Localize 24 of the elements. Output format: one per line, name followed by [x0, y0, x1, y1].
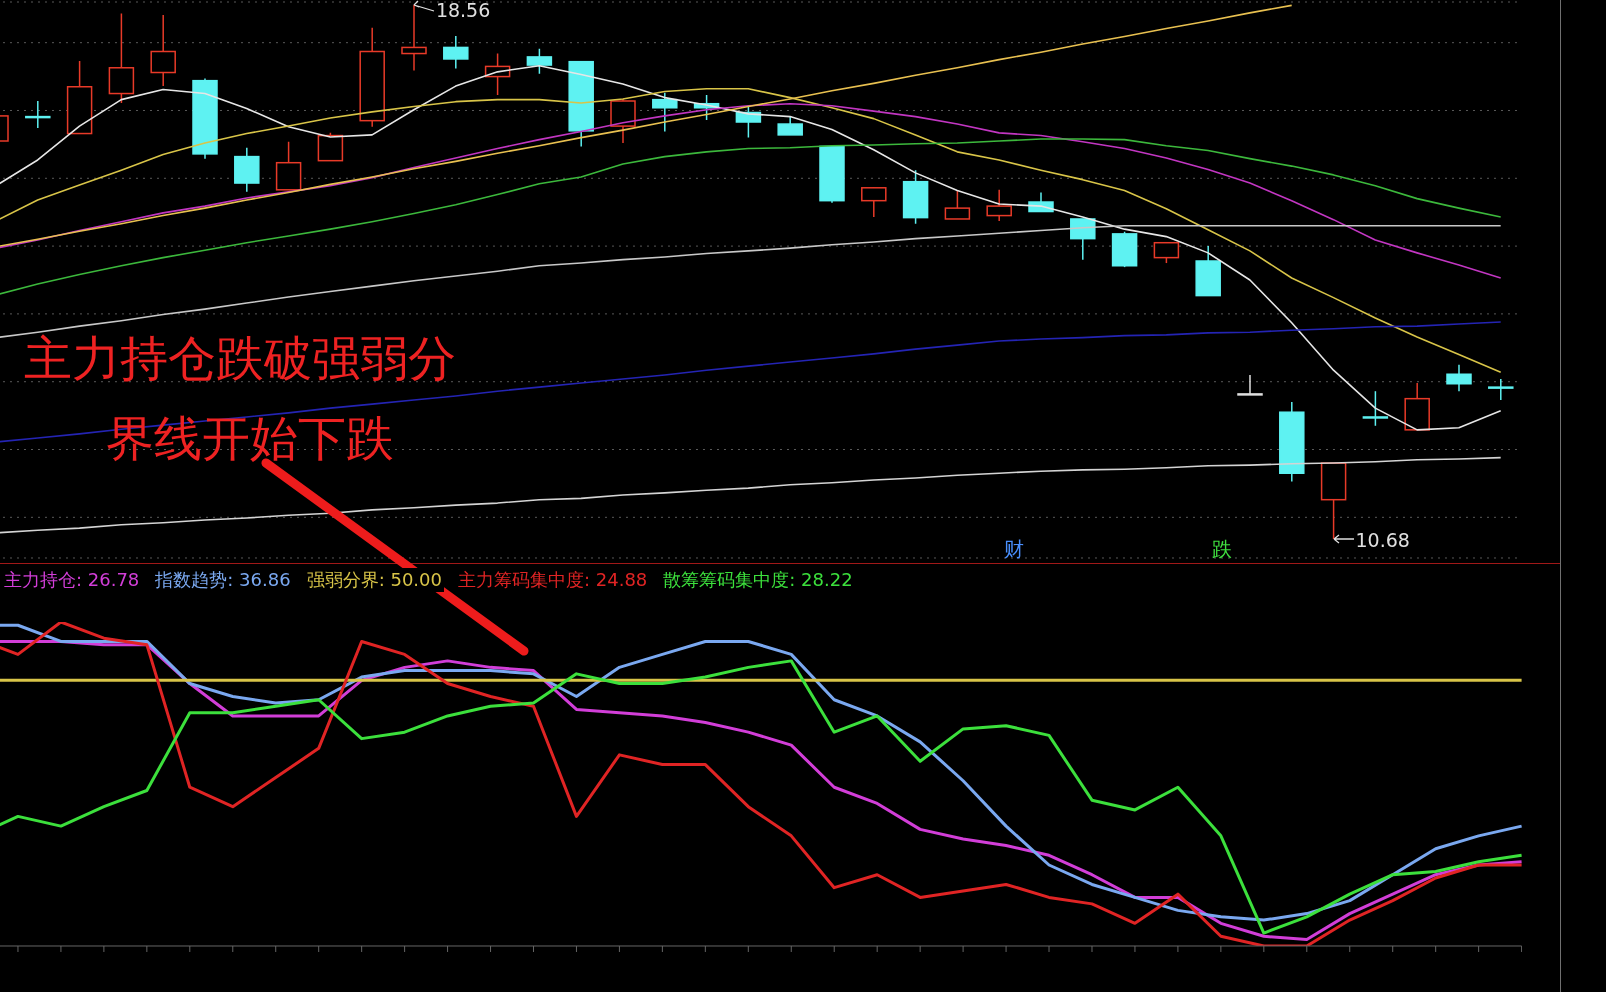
- candlestick: [861, 186, 887, 218]
- candlestick: [986, 189, 1012, 222]
- candlestick: [1446, 364, 1472, 392]
- annotation: 跌: [1212, 536, 1232, 563]
- candlestick: [150, 14, 176, 87]
- candlestick: [944, 189, 971, 220]
- candlestick: [652, 92, 678, 133]
- annotation: 18.56: [435, 0, 491, 21]
- candlestick: [443, 35, 469, 70]
- candlestick: [1237, 374, 1263, 396]
- text: 散筹筹码集中度: 28.22: [661, 568, 855, 592]
- text: 主力筹码集中度: 24.88: [455, 568, 650, 592]
- text: 指数趋势: 36.86: [153, 568, 293, 592]
- candlestick: [1362, 390, 1389, 427]
- candlestick: [1070, 218, 1096, 261]
- text: 主力持仓: 26.78: [2, 568, 142, 592]
- candlestick: [1153, 241, 1180, 264]
- candlestick: [1488, 378, 1514, 401]
- candlestick: [526, 48, 553, 75]
- annotation: 财: [1004, 536, 1024, 563]
- candlestick: [777, 115, 803, 136]
- text: 强弱分界: 50.00: [304, 568, 444, 592]
- annotation: 10.68: [1355, 529, 1410, 551]
- annotation: 主力持仓跌破强弱分界线开始下跌: [24, 329, 456, 468]
